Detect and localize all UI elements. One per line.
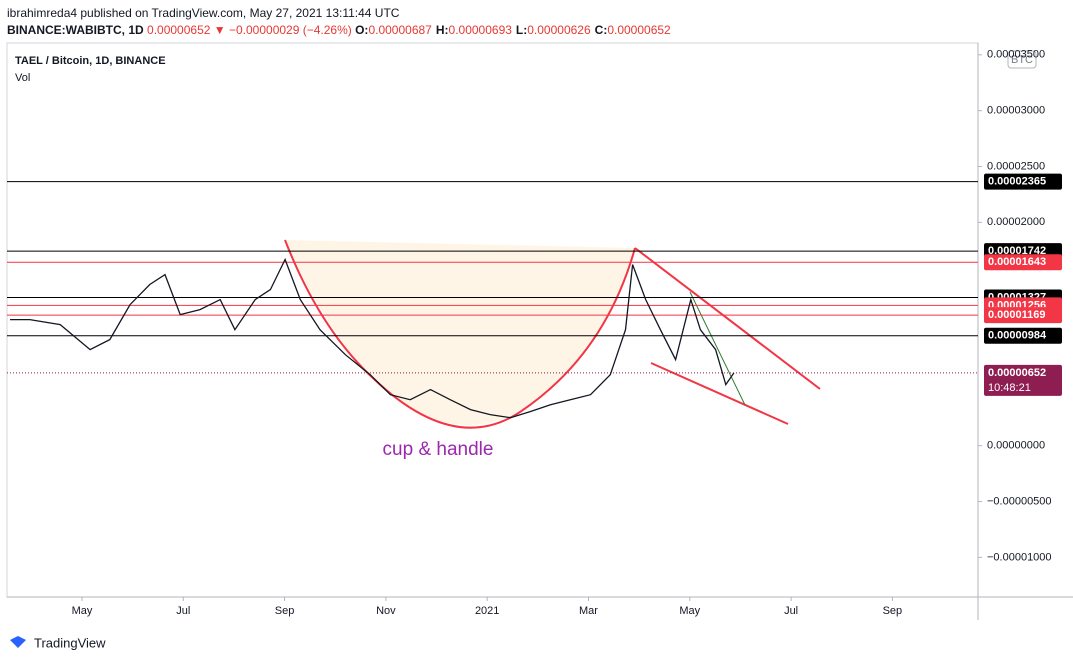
footer-brand: TradingView: [34, 635, 106, 650]
current-price-badge: [984, 364, 1062, 396]
logo: [10, 636, 26, 648]
price-level-label: 0.00001643: [988, 256, 1046, 268]
ohlc: O:0.00000687 H:0.00000693 L:0.00000626 C:0.…: [355, 23, 675, 37]
price-level-label: 0.00002365: [988, 175, 1046, 187]
cup-curve: [284, 239, 636, 429]
publisher: ibrahimreda4 published on TradingView.co…: [7, 6, 400, 20]
symbol-row: BINANCE:WABIBTC, 1D 0.00000652 ▼ −0.0000…: [7, 22, 675, 39]
symbol: BINANCE:WABIBTC, 1D: [7, 23, 144, 37]
ohlc-key: O:: [355, 23, 369, 37]
ohlc-value: 0.00000693: [448, 23, 512, 37]
price-line: [10, 257, 735, 419]
current-price-label: 0.00000652: [988, 367, 1046, 379]
currency: BTC: [1011, 54, 1033, 66]
ohlc-value: 0.00000652: [607, 23, 671, 37]
change: ▼ −0.00000029 (−4.26%): [213, 23, 352, 37]
x-tick-label: Mar: [579, 605, 598, 617]
trend-line: [634, 247, 821, 390]
price-level-label: 0.00000984: [988, 330, 1047, 342]
last: 0.00000652: [147, 23, 211, 37]
x-tick-label: Sep: [883, 605, 903, 617]
annotation: cup & handle: [383, 439, 494, 460]
currency-badge: [1007, 50, 1037, 69]
y-tick-label: 0.00003500: [987, 49, 1045, 61]
x-tick-label: Sep: [275, 605, 295, 617]
cup-fill: [285, 240, 635, 426]
ohlc-key: L:: [515, 23, 528, 37]
header: ibrahimreda4 published on TradingView.co…: [7, 5, 675, 39]
ohlc-value: 0.00000687: [368, 23, 432, 37]
x-tick-label: Jul: [784, 605, 798, 617]
y-tick-label: 0.00000000: [987, 440, 1045, 452]
price-level-badge: [984, 173, 1062, 190]
y-tick-label: 0.00003000: [987, 105, 1045, 117]
legend-title: TAEL / Bitcoin, 1D, BINANCE: [15, 55, 166, 67]
x-tick-label: 2021: [475, 605, 499, 617]
x-tick-label: May: [72, 605, 93, 617]
y-tick-label: 0.00002500: [987, 160, 1045, 172]
price-level-label: 0.00001169: [988, 309, 1046, 321]
y-tick-label: 0.00002000: [987, 216, 1045, 228]
x-tick-label: Nov: [376, 605, 396, 617]
y-tick-label: −0.00000500: [987, 495, 1052, 507]
price-level-label: 0.00001742: [988, 245, 1046, 257]
price-level-badge: [984, 254, 1062, 271]
y-tick-label: −0.00001000: [987, 551, 1052, 563]
price-level-badge: [984, 307, 1062, 324]
price-level-badge: [984, 327, 1062, 344]
ohlc-value: 0.00000626: [527, 23, 591, 37]
x-tick-label: Jul: [176, 605, 190, 617]
countdown: 10:48:21: [988, 382, 1031, 394]
ohlc-key: C:: [594, 23, 608, 37]
trend-line: [689, 291, 746, 406]
ohlc-key: H:: [435, 23, 449, 37]
legend-volume: Vol: [15, 72, 30, 84]
x-tick-label: May: [679, 605, 700, 617]
